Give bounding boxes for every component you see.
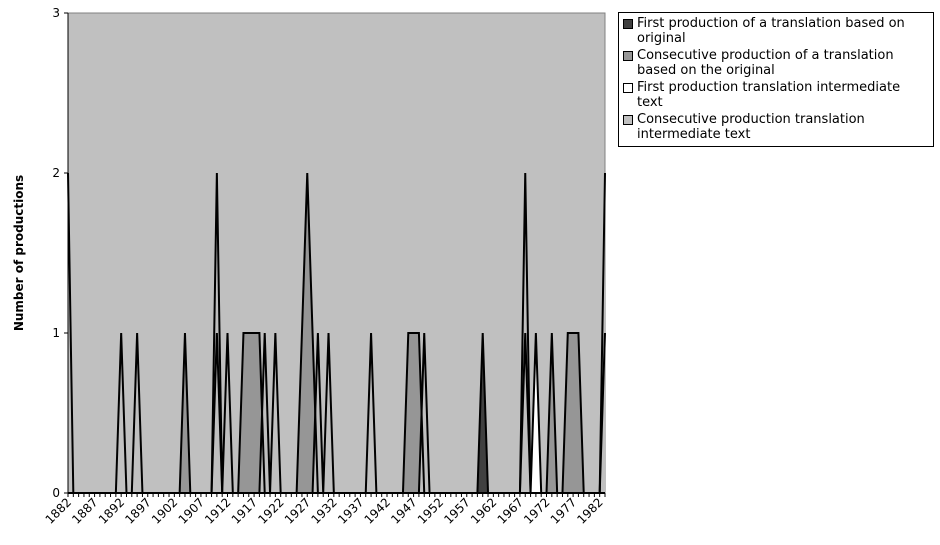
x-tick-label: 1927 <box>282 495 313 526</box>
legend: First production of a translation based … <box>618 12 934 147</box>
x-tick-label: 1902 <box>149 495 180 526</box>
x-tick-label: 1947 <box>388 495 419 526</box>
y-tick-label: 0 <box>52 486 60 500</box>
x-tick-label: 1972 <box>521 495 552 526</box>
legend-label: Consecutive production translation inter… <box>637 112 865 142</box>
x-tick-label: 1887 <box>69 495 100 526</box>
series-area-consecutive-intermediate <box>68 173 605 493</box>
x-tick-label: 1912 <box>202 495 233 526</box>
series-area-consecutive-original <box>68 173 605 493</box>
x-tick-label: 1967 <box>495 495 526 526</box>
legend-item-consecutive-original: Consecutive production of a translation … <box>623 48 929 78</box>
x-ticks: 1882188718921897190219071912191719221927… <box>43 493 606 527</box>
x-tick-label: 1962 <box>468 495 499 526</box>
x-tick-label: 1937 <box>335 495 366 526</box>
legend-swatch-consecutive-original <box>623 51 633 61</box>
y-tick-label: 2 <box>52 166 60 180</box>
x-tick-label: 1932 <box>308 495 339 526</box>
legend-item-consecutive-intermediate: Consecutive production translation inter… <box>623 112 929 142</box>
x-tick-label: 1957 <box>441 495 472 526</box>
legend-item-first-original: First production of a translation based … <box>623 16 929 46</box>
y-axis-title: Number of productions <box>12 175 26 331</box>
legend-swatch-consecutive-intermediate <box>623 115 633 125</box>
x-tick-label: 1942 <box>362 495 393 526</box>
y-tick-label: 3 <box>52 6 60 20</box>
legend-label: Consecutive production of a translation … <box>637 48 894 78</box>
x-tick-label: 1977 <box>548 495 579 526</box>
x-tick-label: 1917 <box>229 495 260 526</box>
legend-label: First production of a translation based … <box>637 16 905 46</box>
legend-swatch-first-intermediate <box>623 83 633 93</box>
legend-label: First production translation intermediat… <box>637 80 901 110</box>
y-ticks: 0 1 2 3 <box>52 6 68 500</box>
x-tick-label: 1892 <box>96 495 127 526</box>
legend-swatch-first-original <box>623 19 633 29</box>
x-tick-label: 1982 <box>574 495 605 526</box>
x-tick-label: 1952 <box>415 495 446 526</box>
x-tick-label: 1907 <box>176 495 207 526</box>
legend-item-first-intermediate: First production translation intermediat… <box>623 80 929 110</box>
x-tick-label: 1897 <box>122 495 153 526</box>
x-tick-label: 1922 <box>255 495 286 526</box>
y-tick-label: 1 <box>52 326 60 340</box>
plot-area <box>67 12 606 494</box>
series-layer <box>68 173 605 493</box>
x-tick-label: 1882 <box>43 495 74 526</box>
